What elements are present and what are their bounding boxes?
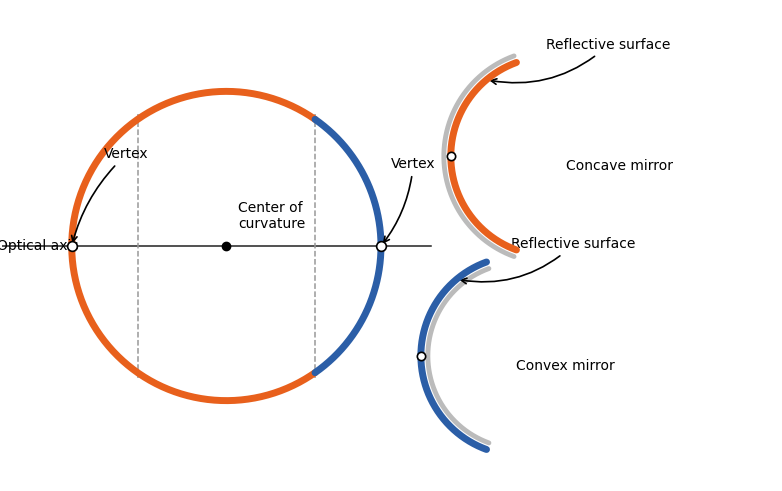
Text: Optical axis: Optical axis [0,239,78,253]
Text: Vertex: Vertex [384,157,436,243]
Text: Convex mirror: Convex mirror [515,359,615,373]
Text: Reflective surface: Reflective surface [491,38,671,84]
Text: Reflective surface: Reflective surface [461,237,636,284]
Text: Concave mirror: Concave mirror [565,159,673,173]
Text: Center of
curvature: Center of curvature [239,201,306,231]
Text: Vertex: Vertex [72,147,149,242]
